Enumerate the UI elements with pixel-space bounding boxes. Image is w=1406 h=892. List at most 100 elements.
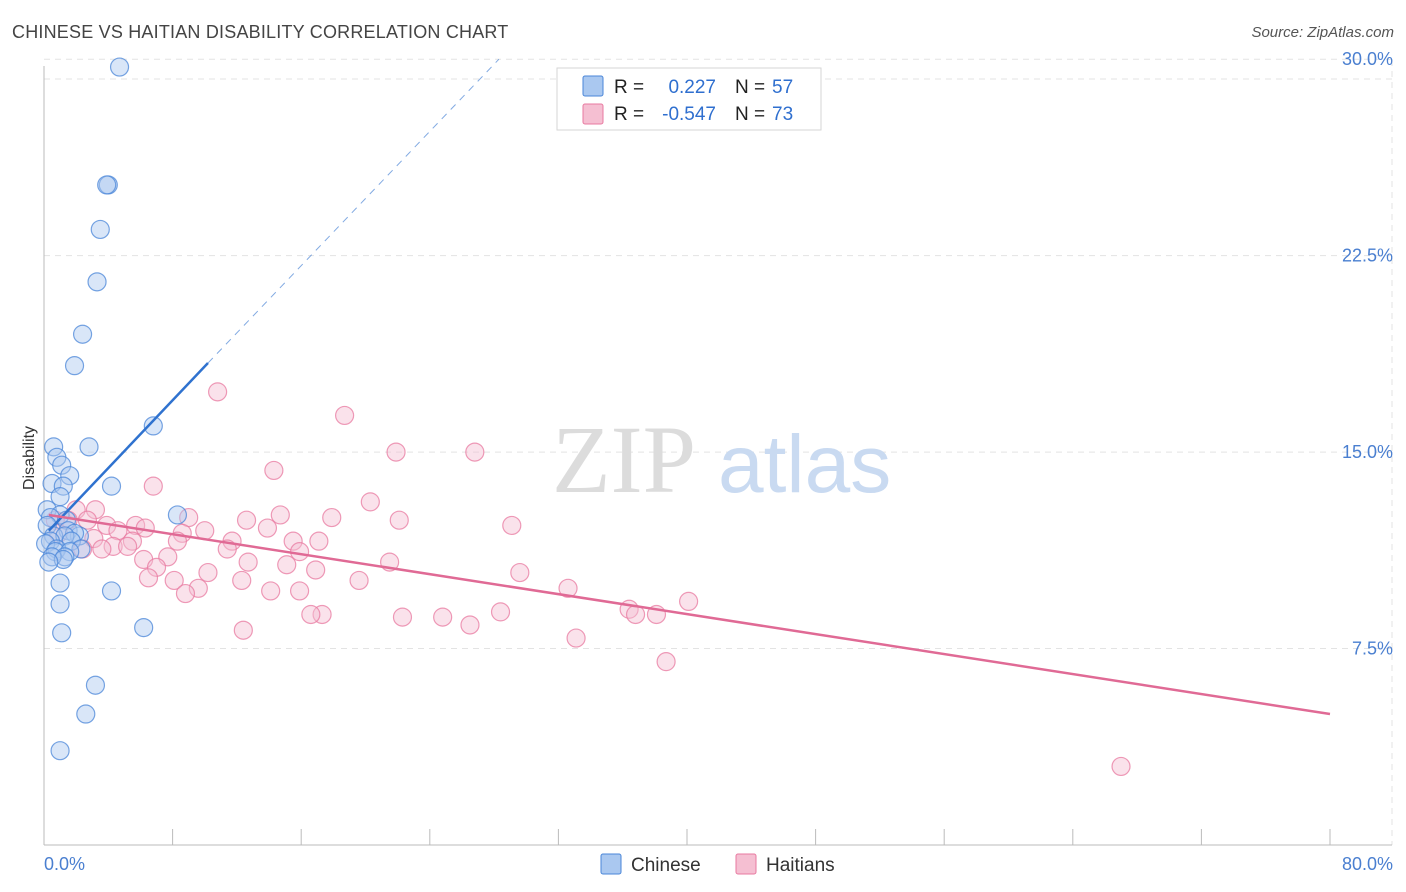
chinese-point — [109, 57, 130, 77]
haitian-point — [566, 628, 586, 648]
trend-lines — [47, 58, 1331, 716]
stats-n-value: 73 — [772, 104, 793, 125]
chinese-trend-extension — [207, 58, 500, 364]
source-credit: Source: ZipAtlas.com — [1251, 24, 1394, 41]
haitian-point — [85, 500, 106, 520]
haitian-point — [322, 507, 342, 528]
chinese-point — [87, 272, 107, 292]
y-axis-label: Disability — [21, 426, 38, 490]
chinese-point — [101, 581, 122, 601]
haitian-point — [103, 536, 123, 556]
chinese-point — [52, 455, 72, 475]
stats-legend: R = 0.227 N = 57 R = -0.547 N = 73 — [556, 67, 822, 131]
stats-r-value: -0.547 — [662, 104, 716, 125]
watermark-zip: ZIP — [552, 406, 696, 513]
haitian-point — [679, 591, 699, 612]
stats-r-value: 0.227 — [668, 77, 716, 98]
haitian-point — [335, 405, 355, 426]
haitian-point — [306, 560, 326, 580]
haitian-point — [465, 442, 485, 462]
stats-r-label: R = — [614, 104, 644, 125]
y-tick-label: 7.5% — [1352, 639, 1393, 659]
chinese-point — [44, 437, 64, 457]
haitian-point — [264, 460, 284, 481]
axes — [43, 66, 1392, 846]
y-tick-labels: 7.5% 15.0% 22.5% 30.0% — [1342, 49, 1393, 658]
chinese-point — [60, 466, 80, 486]
stats-n-label: N = — [735, 77, 765, 98]
haitian-point — [312, 604, 332, 625]
chinese-point — [52, 623, 72, 643]
haitian-point — [138, 568, 159, 588]
haitian-trend-line — [48, 513, 1331, 716]
chinese-point — [72, 324, 93, 344]
chinese-point — [45, 542, 65, 562]
chinese-point — [50, 594, 70, 614]
haitian-point — [143, 476, 163, 496]
haitian-point — [460, 615, 480, 635]
legend-swatch-haitian — [735, 853, 757, 875]
chinese-point — [39, 552, 59, 572]
haitian-point — [558, 578, 578, 598]
chart-title: CHINESE VS HAITIAN DISABILITY CORRELATIO… — [12, 22, 509, 42]
watermark: ZIP atlas — [552, 406, 891, 513]
chinese-point — [50, 741, 70, 761]
chinese-point — [79, 437, 99, 457]
haitian-point — [175, 583, 196, 604]
haitian-point — [92, 539, 112, 559]
haitian-point — [490, 602, 511, 622]
chinese-point — [76, 704, 96, 724]
stats-r-label: R = — [614, 77, 644, 98]
chinese-point — [90, 219, 110, 240]
haitian-point — [270, 505, 290, 525]
haitian-point — [392, 607, 413, 627]
haitian-point — [283, 531, 303, 551]
haitian-point — [349, 570, 369, 591]
haitian-point — [510, 562, 530, 583]
x-tick-label: 80.0% — [1342, 854, 1393, 874]
haitian-point — [236, 510, 257, 530]
chinese-point — [71, 539, 91, 559]
y-tick-label: 15.0% — [1342, 442, 1393, 462]
haitian-point — [164, 570, 184, 591]
stats-swatch-chinese — [582, 75, 604, 97]
chinese-point — [53, 476, 73, 496]
y-tick-label: 30.0% — [1342, 49, 1393, 69]
chinese-point — [64, 356, 85, 376]
haitian-point — [238, 552, 258, 572]
haitian-point — [198, 562, 218, 583]
chinese-point — [134, 617, 154, 638]
haitian-point — [289, 581, 310, 601]
chinese-point — [50, 573, 70, 593]
haitian-point — [188, 578, 208, 598]
x-tick-labels: 0.0% 80.0% — [44, 854, 1393, 874]
haitian-point — [232, 570, 252, 591]
chinese-point — [85, 675, 106, 695]
haitian-point — [360, 492, 380, 512]
haitian-point — [502, 515, 522, 536]
chinese-point — [97, 175, 117, 195]
watermark-atlas: atlas — [718, 419, 891, 510]
y-tick-label: 22.5% — [1342, 246, 1393, 266]
haitian-point — [1111, 756, 1131, 777]
series-legend: Chinese Haitians — [600, 853, 835, 876]
chinese-points — [36, 57, 188, 761]
haitian-point — [389, 510, 409, 530]
haitian-point — [208, 382, 228, 402]
haitian-point — [261, 581, 281, 601]
haitian-point — [309, 531, 329, 551]
legend-swatch-chinese — [600, 853, 622, 875]
haitian-point — [656, 652, 676, 672]
stats-n-label: N = — [735, 104, 765, 125]
chinese-point — [143, 416, 163, 436]
haitian-point — [301, 604, 321, 625]
legend-label-chinese: Chinese — [631, 855, 701, 876]
stats-n-value: 57 — [772, 77, 793, 98]
chinese-point — [167, 505, 188, 525]
haitian-point — [117, 536, 138, 556]
haitian-point — [433, 607, 453, 627]
haitian-point — [233, 620, 253, 640]
gridlines — [44, 58, 1393, 845]
haitian-point — [257, 518, 278, 538]
